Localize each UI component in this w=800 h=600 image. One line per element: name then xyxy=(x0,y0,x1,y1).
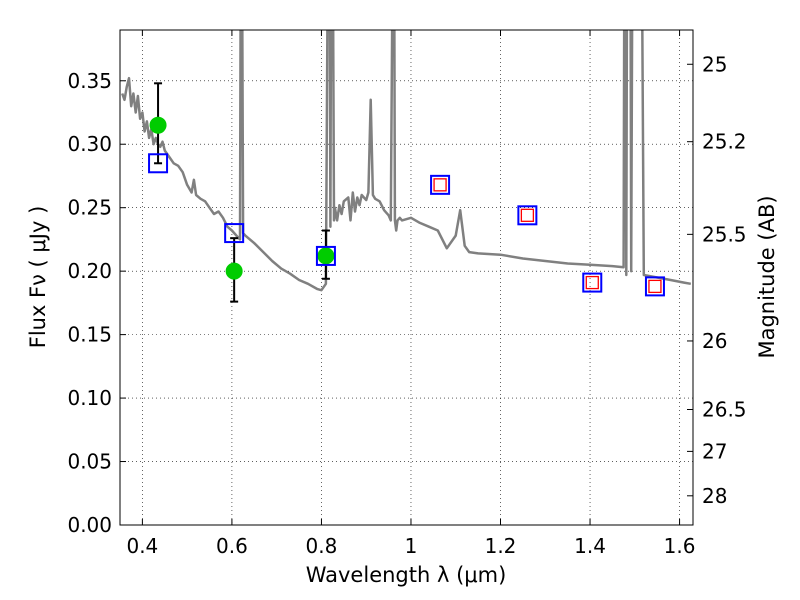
grid xyxy=(120,30,693,526)
x-tick-label: 0.6 xyxy=(216,534,248,558)
model-flux-square xyxy=(644,276,665,297)
x-tick-label: 0.4 xyxy=(126,534,158,558)
model-flux-inner-square xyxy=(585,275,599,290)
y-axis-right-label: Magnitude (AB) xyxy=(755,195,779,358)
x-axis-label: Wavelength λ (μm) xyxy=(306,563,507,587)
x-tick-label: 1.2 xyxy=(485,534,517,558)
model-flux-square xyxy=(517,205,538,226)
right-tick-label: 25.5 xyxy=(702,222,747,246)
observed-flux-point xyxy=(149,116,167,134)
y-axis-label: Flux Fν ( μJy ) xyxy=(26,206,50,349)
y-tick-label: 0.20 xyxy=(67,259,112,283)
model-flux-square xyxy=(582,272,603,293)
model-flux-inner-square xyxy=(648,279,662,294)
photometry-marks xyxy=(148,82,665,303)
y-tick-label: 0.05 xyxy=(67,450,112,474)
observed-flux-point xyxy=(225,262,243,280)
y-tick-label: 0.25 xyxy=(67,196,112,220)
observed-flux-point xyxy=(317,247,335,265)
model-flux-square xyxy=(315,245,336,266)
right-tick-label: 28 xyxy=(702,484,727,508)
model-flux-square xyxy=(430,174,451,195)
plot-frame xyxy=(119,29,694,526)
model-flux-inner-square xyxy=(433,178,447,192)
y-tick-label: 0.30 xyxy=(67,132,112,156)
x-tick-label: 1.6 xyxy=(664,534,696,558)
y-tick-label: 0.00 xyxy=(67,513,112,537)
right-tick-label: 25 xyxy=(702,52,727,76)
right-tick-label: 26.5 xyxy=(702,398,747,422)
x-tick-label: 0.8 xyxy=(306,534,338,558)
x-tick-label: 1 xyxy=(405,534,418,558)
y-tick-label: 0.15 xyxy=(67,323,112,347)
model-flux-inner-square xyxy=(520,208,535,222)
axis-ticks: 0.4 0.6 0.8 1 1.2 1.4 1.6 0.00 0.05 0.10 0.15 0.20 0… xyxy=(67,30,747,558)
x-tick-label: 1.4 xyxy=(574,534,606,558)
y-tick-label: 0.35 xyxy=(67,69,112,93)
right-tick-label: 27 xyxy=(702,439,727,463)
right-tick-label: 26 xyxy=(702,329,727,353)
plot-background xyxy=(120,30,693,525)
model-flux-square xyxy=(224,223,245,244)
right-tick-label: 25.2 xyxy=(702,130,747,154)
y-tick-label: 0.10 xyxy=(67,386,112,410)
model-flux-square xyxy=(148,153,169,174)
